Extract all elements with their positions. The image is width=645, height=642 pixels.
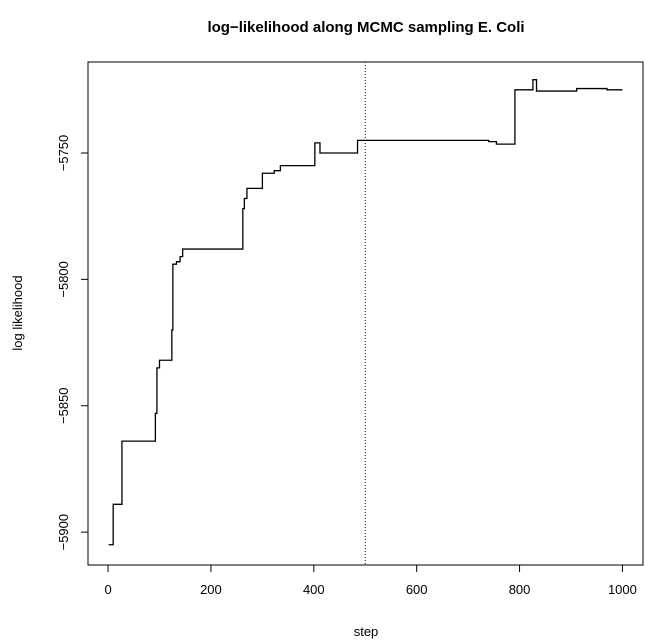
x-tick-label: 800 [509,582,531,597]
chart-title: log−likelihood along MCMC sampling E. Co… [207,19,524,36]
x-tick-label: 200 [200,582,222,597]
y-tick-label: −5800 [56,261,71,298]
x-tick-label: 600 [406,582,428,597]
x-tick-label: 400 [303,582,325,597]
x-tick-label: 0 [104,582,111,597]
x-axis-label: step [354,624,379,639]
y-tick-label: −5850 [56,388,71,425]
x-tick-label: 1000 [608,582,637,597]
y-axis-label: log likelihood [10,275,25,350]
y-tick-label: −5750 [56,135,71,172]
data-line [108,79,623,546]
y-tick-label: −5900 [56,514,71,551]
